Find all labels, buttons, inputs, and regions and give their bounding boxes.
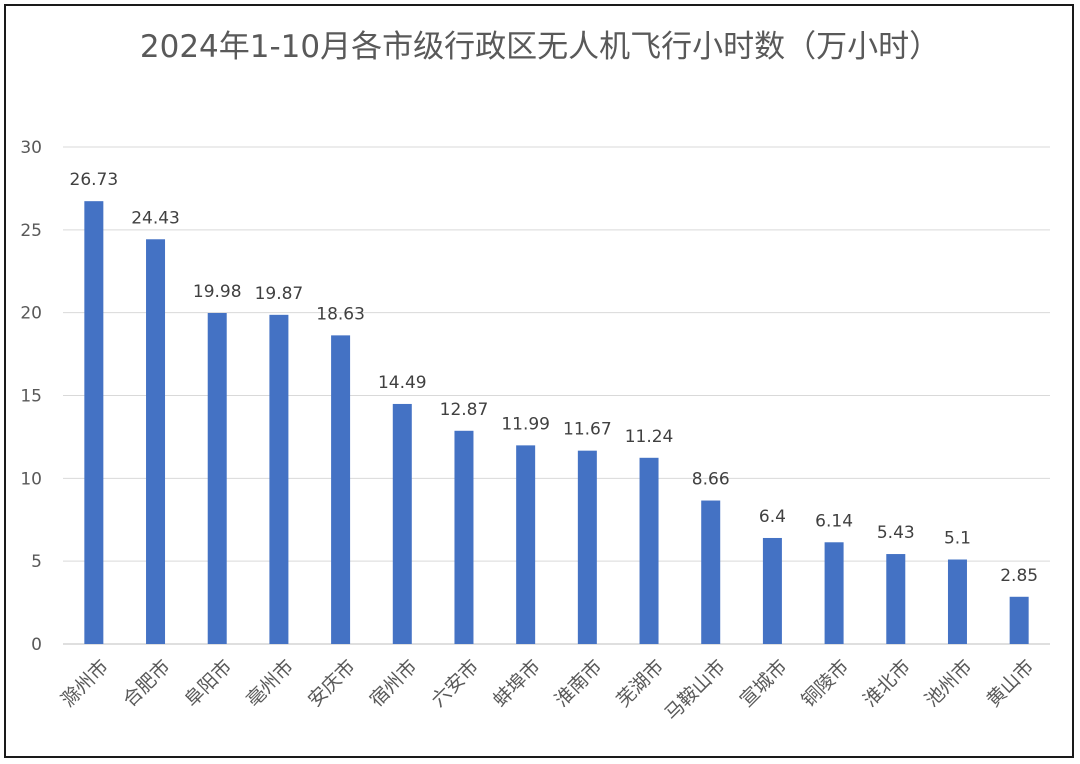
category-label: 合肥市: [119, 656, 175, 712]
data-label: 6.14: [815, 511, 853, 531]
data-label: 19.98: [193, 282, 242, 302]
category-label: 马鞍山市: [661, 656, 730, 725]
chart-title: 2024年1-10月各市级行政区无人机飞行小时数（万小时）: [139, 29, 941, 65]
category-label: 铜陵市: [797, 656, 853, 712]
bar: [824, 542, 844, 644]
y-tick-label: 20: [20, 304, 42, 324]
category-label: 蚌埠市: [489, 656, 545, 712]
bar: [331, 335, 351, 644]
bar: [947, 559, 967, 644]
data-label: 24.43: [131, 208, 180, 228]
bar: [701, 500, 721, 644]
bar: [207, 312, 227, 644]
data-label: 11.24: [625, 427, 674, 447]
data-label: 26.73: [70, 170, 119, 190]
data-label: 6.4: [759, 507, 786, 527]
data-label: 11.99: [501, 414, 550, 434]
bar: [639, 457, 659, 644]
bar: [516, 445, 536, 644]
bar: [269, 314, 289, 644]
category-label: 滁州市: [57, 656, 113, 712]
category-label: 黄山市: [982, 656, 1038, 712]
bar: [1009, 596, 1029, 644]
y-tick-labels: 0 5 10 15 20 25 30: [20, 138, 42, 655]
category-label: 淮北市: [859, 656, 915, 712]
category-label: 亳州市: [242, 656, 298, 712]
data-label: 2.85: [1000, 566, 1038, 586]
category-label: 安庆市: [304, 656, 360, 712]
y-tick-label: 25: [20, 221, 42, 241]
bars: [84, 201, 1029, 644]
bar: [454, 430, 474, 644]
bar: [392, 403, 412, 644]
bar: [577, 450, 597, 644]
y-tick-label: 30: [20, 138, 42, 158]
category-label: 芜湖市: [612, 656, 668, 712]
data-label: 19.87: [255, 284, 304, 304]
category-label: 宿州市: [366, 656, 422, 712]
category-label: 池州市: [921, 656, 977, 712]
y-tick-label: 5: [31, 552, 42, 572]
category-label: 阜阳市: [180, 656, 236, 712]
data-label: 14.49: [378, 373, 427, 393]
y-tick-label: 15: [20, 387, 42, 407]
data-label: 12.87: [440, 400, 489, 420]
data-labels: 26.73 24.43 19.98 19.87 18.63 14.49 12.87 11.99…: [70, 170, 1039, 586]
bar: [886, 554, 906, 644]
data-label: 18.63: [316, 304, 365, 324]
y-tick-label: 0: [31, 635, 42, 655]
data-label: 11.67: [563, 420, 612, 440]
bar: [146, 239, 166, 644]
data-label: 5.1: [944, 529, 971, 549]
gridlines: [63, 146, 1050, 645]
data-label: 5.43: [877, 523, 915, 543]
bar: [84, 201, 104, 644]
data-label: 8.66: [692, 470, 730, 490]
bar: [762, 537, 782, 644]
y-tick-label: 10: [20, 469, 42, 489]
category-label: 宣城市: [736, 656, 792, 712]
category-label: 淮南市: [551, 656, 607, 712]
category-label: 六安市: [427, 656, 483, 712]
